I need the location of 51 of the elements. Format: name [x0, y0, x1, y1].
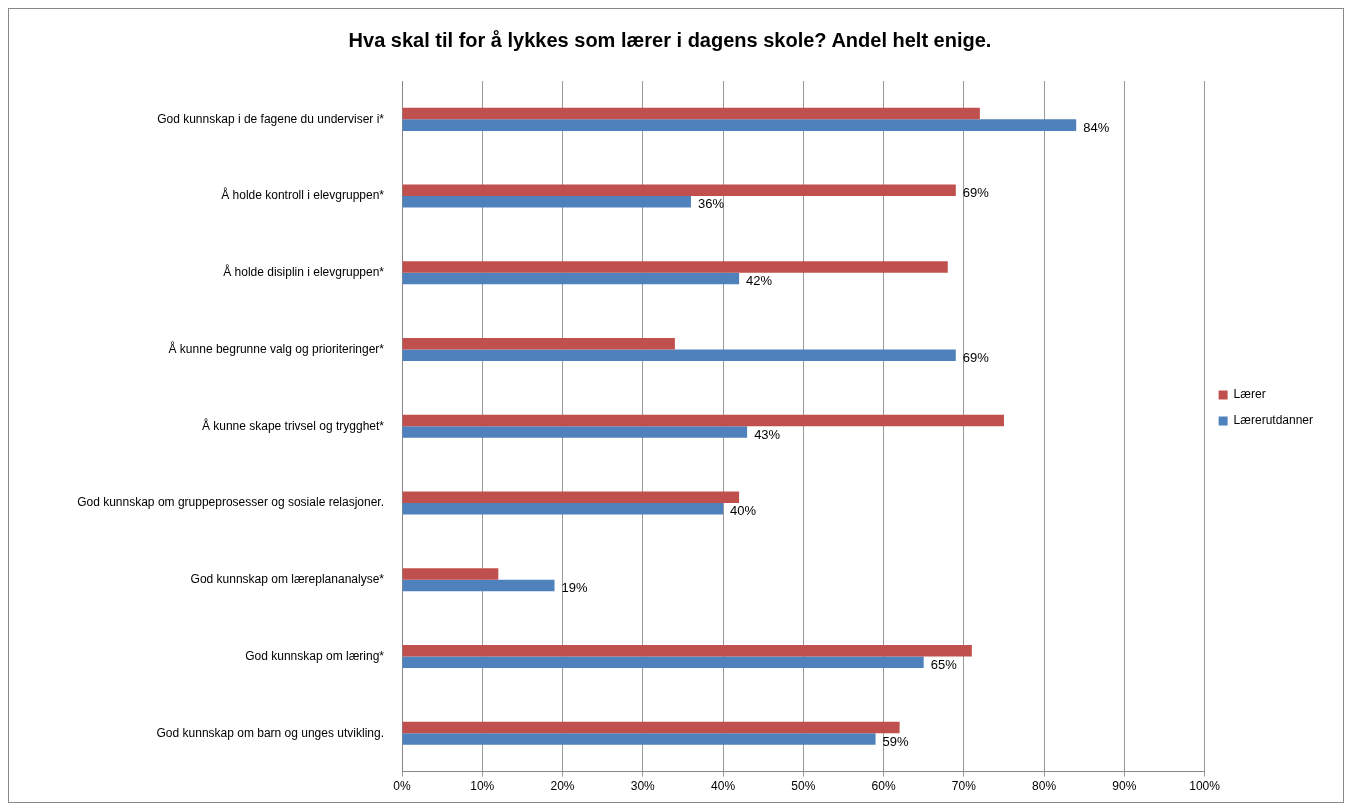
- data-label: 84%: [1083, 119, 1110, 135]
- data-label: 42%: [746, 273, 773, 289]
- data-label: 36%: [697, 196, 725, 212]
- x-tick-label: 70%: [951, 779, 977, 794]
- bar: [402, 338, 675, 350]
- chart-title: Hva skal til for å lykkes som lærer i dagens skole? Andel helt enige.: [348, 28, 992, 51]
- data-label: 19%: [561, 580, 588, 596]
- y-tick-label: Å holde kontroll i elevgruppen*: [221, 187, 385, 203]
- bar: [402, 107, 980, 120]
- bar: [402, 119, 1077, 131]
- y-tick-label: Å holde disiplin i elevgruppen*: [223, 264, 385, 280]
- bar: [402, 349, 956, 362]
- x-tick-label: 20%: [550, 779, 575, 794]
- legend-label: Lærerutdanner: [1233, 413, 1314, 428]
- y-tick-label: Å kunne skape trivsel og trygghet*: [201, 417, 385, 433]
- x-tick-label: 10%: [470, 779, 495, 794]
- x-tick-label: 40%: [711, 779, 736, 794]
- y-tick-label: God kunnskap om læreplananalyse*: [190, 572, 385, 587]
- data-label: 59%: [882, 733, 909, 749]
- data-label: 69%: [962, 184, 990, 200]
- bar: [402, 272, 740, 285]
- bar: [402, 491, 740, 504]
- x-tick-label: 90%: [1112, 779, 1137, 794]
- bar: [402, 261, 948, 273]
- bar: [402, 426, 748, 438]
- x-tick-label: 0%: [393, 779, 411, 794]
- bar: [402, 656, 924, 669]
- bar: [402, 184, 956, 197]
- x-tick-label: 50%: [791, 779, 816, 794]
- y-tick-label: Å kunne begrunne valg og prioriteringer*: [168, 340, 385, 356]
- bar: [402, 568, 499, 580]
- y-tick-label: God kunnskap om barn og unges utvikling.: [156, 725, 384, 740]
- bar: [402, 721, 900, 734]
- data-label: 40%: [730, 503, 757, 519]
- bar: [402, 503, 724, 515]
- y-tick-label: God kunnskap om læring*: [245, 648, 385, 663]
- bar: [402, 414, 1004, 427]
- y-tick-label: God kunnskap i de fagene du underviser i*: [157, 111, 385, 126]
- data-label: 43%: [754, 426, 781, 442]
- legend-label: Lærer: [1233, 387, 1266, 402]
- data-label: 65%: [930, 656, 958, 672]
- y-tick-label: God kunnskap om gruppeprosesser og sosiale relasjoner.: [77, 495, 384, 510]
- x-tick-label: 80%: [1032, 779, 1057, 794]
- x-tick-label: 30%: [630, 779, 656, 794]
- bar: [402, 733, 876, 745]
- bar: [402, 196, 691, 208]
- x-tick-label: 100%: [1189, 779, 1221, 794]
- bar: [402, 644, 972, 657]
- bar: [402, 579, 555, 592]
- data-label: 69%: [962, 349, 990, 365]
- x-tick-label: 60%: [871, 779, 896, 794]
